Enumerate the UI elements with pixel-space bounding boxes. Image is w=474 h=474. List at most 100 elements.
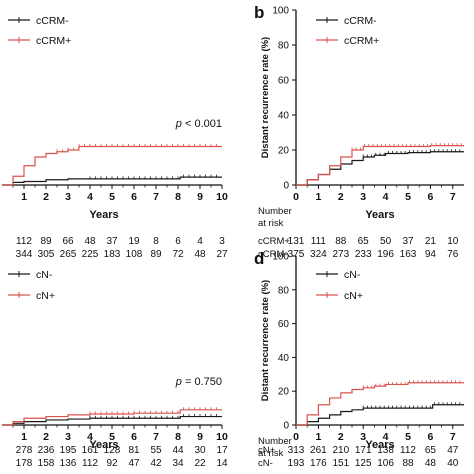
km-curve-cN+: [2, 409, 222, 426]
risk-value: 108: [126, 249, 143, 260]
x-tick-label: 5: [109, 191, 115, 203]
risk-value: 30: [194, 445, 206, 456]
x-tick-label: 10: [216, 191, 228, 203]
x-axis-title: Years: [365, 209, 394, 221]
risk-value: 138: [377, 445, 394, 456]
x-tick-label: 4: [383, 431, 389, 443]
risk-value: 34: [172, 458, 184, 469]
risk-value: 47: [447, 445, 459, 456]
risk-value: 76: [447, 249, 459, 260]
risk-value: 225: [82, 249, 99, 260]
x-tick-label: 8: [175, 191, 181, 203]
y-tick-label: 100: [272, 252, 289, 263]
km-panel-d: 0 1 2 3 4 5 6 7 0 20 40 60 80 100 Distant recurrence r…: [254, 249, 464, 469]
risk-value: 37: [106, 236, 118, 247]
risk-value: 313: [288, 445, 305, 456]
risk-value: 21: [425, 236, 437, 247]
risk-value: 48: [425, 458, 437, 469]
risk-value: 17: [216, 445, 228, 456]
p-value-annotation: p = 0.750: [175, 376, 222, 388]
y-tick-label: 100: [272, 6, 289, 17]
risk-value: 47: [128, 458, 140, 469]
y-tick-label: 80: [278, 285, 290, 296]
x-tick-label: 10: [216, 431, 228, 443]
risk-value: 27: [216, 249, 228, 260]
x-tick-label: 1: [315, 431, 321, 443]
risk-value: 65: [358, 236, 370, 247]
x-tick-label: 4: [87, 191, 93, 203]
p-value-prefix: p: [175, 376, 182, 388]
x-tick-label: 0: [293, 431, 299, 443]
risk-value: 44: [172, 445, 184, 456]
x-tick-label: 6: [427, 431, 433, 443]
x-tick-label: 2: [43, 431, 49, 443]
panel-letter: d: [254, 249, 264, 268]
y-axis-title: Distant recurrence rate (%): [260, 37, 271, 158]
risk-value: 193: [288, 458, 305, 469]
y-tick-label: 40: [278, 353, 290, 364]
y-tick-label: 0: [283, 421, 289, 432]
legend-label: cCRM+: [344, 35, 379, 47]
risk-value: 50: [380, 236, 392, 247]
km-curve-cN+: [296, 382, 464, 426]
x-tick-label: 8: [175, 431, 181, 443]
risk-table-header-line-1: Number: [258, 436, 292, 447]
risk-value: 112: [82, 458, 98, 469]
risk-value: 106: [377, 458, 394, 469]
risk-value: 92: [106, 458, 118, 469]
p-value-text: < 0.001: [182, 118, 222, 130]
risk-value: 324: [310, 249, 327, 260]
risk-value: 125: [355, 458, 372, 469]
risk-value: 265: [60, 249, 77, 260]
risk-value: 195: [60, 445, 77, 456]
risk-value: 375: [288, 249, 305, 260]
x-tick-label: 3: [360, 191, 366, 203]
risk-value: 19: [128, 236, 140, 247]
risk-value: 161: [82, 445, 99, 456]
x-tick-label: 5: [405, 431, 411, 443]
risk-value: 151: [332, 458, 349, 469]
risk-value: 6: [175, 236, 181, 247]
risk-value: 136: [60, 458, 77, 469]
km-curve-cCRM+: [296, 145, 464, 186]
x-tick-label: 5: [109, 431, 115, 443]
risk-value: 72: [172, 249, 184, 260]
legend-label: cN-: [344, 269, 361, 281]
risk-value: 10: [447, 236, 459, 247]
x-tick-label: 3: [65, 431, 71, 443]
risk-value: 261: [310, 445, 327, 456]
risk-value: 89: [150, 249, 162, 260]
p-value-text: = 0.750: [182, 376, 222, 388]
x-tick-label: 1: [21, 191, 27, 203]
x-tick-label: 7: [153, 431, 159, 443]
x-tick-label: 3: [65, 191, 71, 203]
risk-table-header-line-2: at risk: [258, 218, 284, 229]
panel-letter: b: [254, 3, 264, 22]
risk-row-label: cCRM-: [258, 249, 288, 260]
x-tick-label: 3: [360, 431, 366, 443]
y-tick-label: 20: [278, 387, 290, 398]
risk-value: 344: [16, 249, 33, 260]
risk-value: 42: [150, 458, 162, 469]
legend-label: cN-: [36, 269, 53, 281]
km-curve-cN-: [2, 415, 222, 426]
risk-value: 131: [288, 236, 305, 247]
risk-value: 48: [84, 236, 96, 247]
risk-value: 14: [216, 458, 228, 469]
km-curve-cCRM-: [296, 151, 464, 186]
risk-value: 55: [150, 445, 162, 456]
x-tick-label: 9: [197, 191, 203, 203]
legend-label: cN+: [36, 290, 55, 302]
risk-value: 128: [104, 445, 121, 456]
risk-value: 22: [194, 458, 206, 469]
x-tick-label: 4: [87, 431, 93, 443]
y-tick-label: 60: [278, 319, 290, 330]
risk-value: 48: [194, 249, 206, 260]
km-curve-cCRM+: [2, 145, 222, 186]
x-tick-label: 2: [338, 191, 344, 203]
risk-value: 81: [128, 445, 140, 456]
risk-value: 88: [335, 236, 347, 247]
risk-value: 111: [311, 236, 327, 247]
